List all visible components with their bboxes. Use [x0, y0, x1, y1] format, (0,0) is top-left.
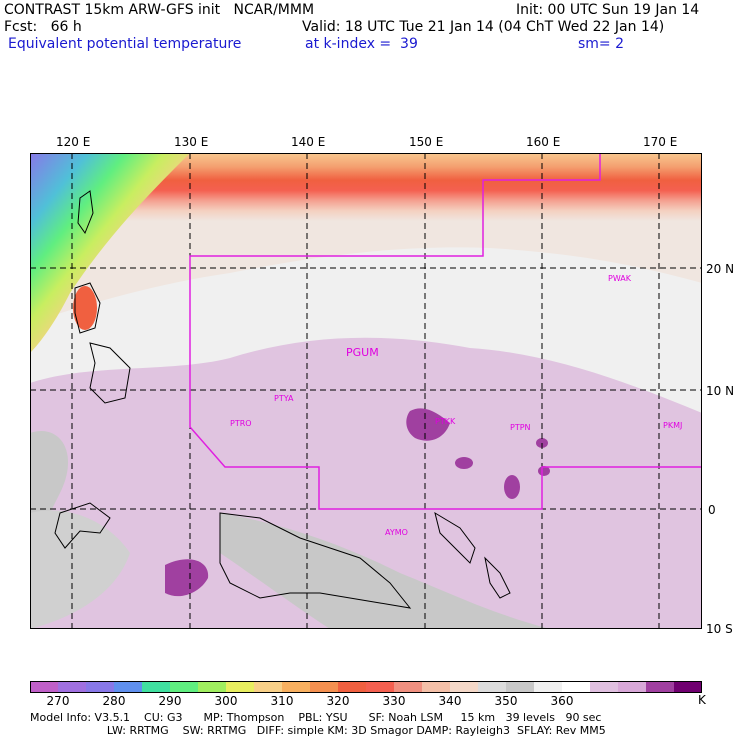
colorbar-swatch: [534, 681, 563, 693]
colorbar-swatch: [142, 681, 171, 693]
colorbar: [30, 681, 702, 693]
colorbar-swatch: [282, 681, 311, 693]
colorbar-label: 310: [270, 694, 294, 708]
field-name: Equivalent potential temperature: [8, 36, 242, 52]
colorbar-unit: K: [698, 693, 706, 707]
colorbar-label: 330: [382, 694, 406, 708]
colorbar-swatch: [170, 681, 199, 693]
lon-label-140e: 140 E: [291, 135, 326, 149]
station-ptro: PTRO: [230, 419, 252, 428]
colorbar-label: 360: [550, 694, 574, 708]
colorbar-swatch: [646, 681, 675, 693]
smoothing: sm= 2: [578, 36, 625, 52]
colorbar-swatch: [590, 681, 619, 693]
station-pwak: PWAK: [608, 274, 632, 283]
colorbar-swatch: [422, 681, 451, 693]
colorbar-swatch: [506, 681, 535, 693]
station-ptya: PTYA: [274, 394, 294, 403]
lon-label-170e: 170 E: [643, 135, 678, 149]
colorbar-swatch: [674, 681, 702, 693]
colorbar-swatch: [310, 681, 339, 693]
colorbar-swatch: [30, 681, 59, 693]
init-time: Init: 00 UTC Sun 19 Jan 14: [516, 2, 700, 18]
colorbar-label: 320: [326, 694, 350, 708]
colorbar-swatch: [366, 681, 395, 693]
colorbar-swatch: [114, 681, 143, 693]
model-info-line-2: LW: RRTMG SW: RRTMG DIFF: simple KM: 3D …: [30, 724, 606, 737]
lat-label-20n: 20 N: [706, 262, 735, 276]
colorbar-swatch: [478, 681, 507, 693]
lon-label-120e: 120 E: [56, 135, 91, 149]
station-pgum: PGUM: [346, 346, 379, 359]
colorbar-label: 340: [438, 694, 462, 708]
colorbar-swatch: [394, 681, 423, 693]
colorbar-swatch: [198, 681, 227, 693]
colorbar-swatch: [562, 681, 591, 693]
model-info-line-1: Model Info: V3.5.1 CU: G3 MP: Thompson P…: [30, 711, 602, 724]
k-index: at k-index = 39: [305, 36, 418, 52]
valid-time: Valid: 18 UTC Tue 21 Jan 14 (04 ChT Wed …: [302, 19, 665, 35]
colorbar-label: 290: [158, 694, 182, 708]
forecast-hour: Fcst: 66 h: [4, 19, 82, 35]
colorbar-border: [30, 681, 702, 693]
colorbar-swatch: [58, 681, 87, 693]
colorbar-swatch: [254, 681, 283, 693]
lon-label-160e: 160 E: [526, 135, 561, 149]
lon-label-130e: 130 E: [174, 135, 209, 149]
station-ptpn: PTPN: [510, 423, 531, 432]
lon-label-150e: 150 E: [409, 135, 444, 149]
colorbar-swatch: [618, 681, 647, 693]
colorbar-swatch: [338, 681, 367, 693]
colorbar-swatch: [226, 681, 255, 693]
lat-label-0: 0: [708, 503, 716, 517]
lat-label-10n: 10 N: [706, 384, 735, 398]
colorbar-swatch: [86, 681, 115, 693]
station-pkmj: PKMJ: [663, 421, 682, 430]
station-aymo: AYMO: [385, 528, 408, 537]
lat-label-10s: 10 S: [706, 622, 733, 636]
station-ptkk: PTKK: [435, 417, 456, 426]
colorbar-swatch: [450, 681, 479, 693]
colorbar-label: 270: [46, 694, 70, 708]
colorbar-label: 350: [494, 694, 518, 708]
colorbar-label: 280: [102, 694, 126, 708]
title-line-1: CONTRAST 15km ARW-GFS init NCAR/MMM: [4, 2, 315, 18]
colorbar-label: 300: [214, 694, 238, 708]
theta-e-map: PGUM PTYA PTRO PTKK PTPN PKMJ PWAK AYMO: [30, 153, 702, 629]
